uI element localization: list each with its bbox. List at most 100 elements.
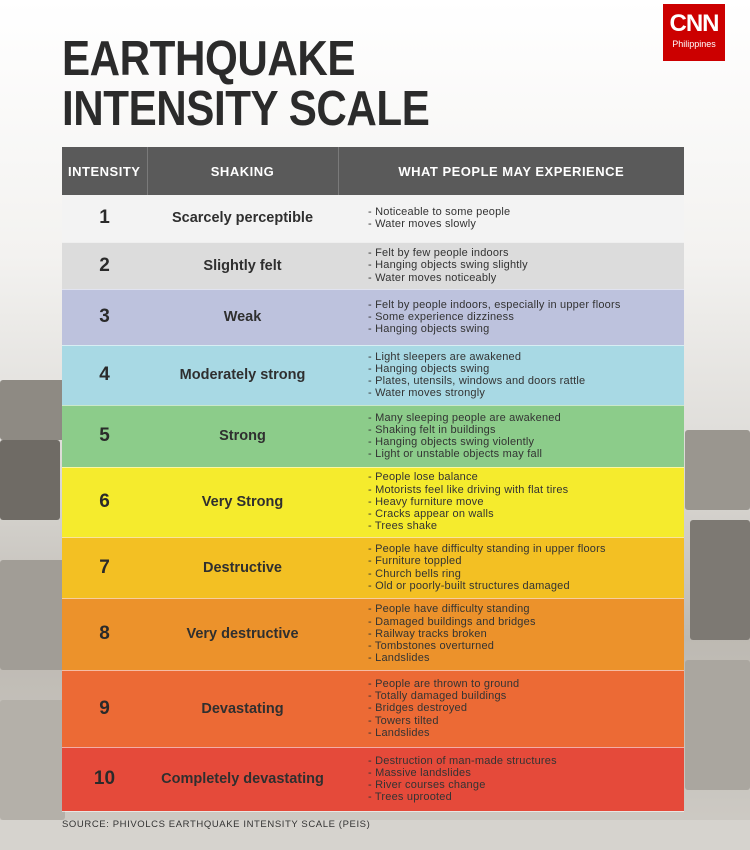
- experience-item: People lose balance: [368, 471, 683, 483]
- experience-item: Light or unstable objects may fall: [368, 448, 683, 460]
- experience-item: Cracks appear on walls: [368, 508, 683, 520]
- shaking-label: Very Strong: [147, 467, 338, 538]
- experience-list: Light sleepers are awakenedHanging objec…: [368, 351, 683, 400]
- experience-item: People have difficulty standing: [368, 603, 683, 615]
- intensity-level: 4: [62, 345, 147, 406]
- experience-item: Church bells ring: [368, 568, 683, 580]
- shaking-label: Scarcely perceptible: [147, 195, 338, 243]
- experience-item: Water moves noticeably: [368, 272, 683, 284]
- experience-cell: Felt by few people indoorsHanging object…: [338, 242, 684, 290]
- experience-item: Landslides: [368, 652, 683, 664]
- experience-item: Furniture toppled: [368, 555, 683, 567]
- experience-item: Hanging objects swing: [368, 363, 683, 375]
- experience-cell: People are thrown to groundTotally damag…: [338, 670, 684, 748]
- experience-item: Water moves strongly: [368, 387, 683, 399]
- experience-item: Water moves slowly: [368, 218, 683, 230]
- experience-list: People lose balanceMotorists feel like d…: [368, 471, 683, 532]
- experience-list: People have difficulty standingDamaged b…: [368, 603, 683, 664]
- table-header-row: INTENSITY SHAKING WHAT PEOPLE MAY EXPERI…: [62, 147, 684, 195]
- experience-item: Totally damaged buildings: [368, 690, 683, 702]
- intensity-table: INTENSITY SHAKING WHAT PEOPLE MAY EXPERI…: [62, 147, 684, 812]
- experience-cell: People lose balanceMotorists feel like d…: [338, 467, 684, 538]
- table-row: 9DevastatingPeople are thrown to groundT…: [62, 670, 684, 748]
- experience-list: People are thrown to groundTotally damag…: [368, 678, 683, 739]
- experience-item: River courses change: [368, 779, 683, 791]
- intensity-level: 7: [62, 537, 147, 599]
- cnn-philippines-logo: CNN Philippines: [663, 4, 725, 61]
- experience-item: Landslides: [368, 727, 683, 739]
- intensity-level: 1: [62, 195, 147, 243]
- shaking-label: Weak: [147, 289, 338, 346]
- header-intensity: INTENSITY: [62, 147, 147, 195]
- title-line-2: INTENSITY SCALE: [62, 82, 430, 136]
- experience-list: People have difficulty standing in upper…: [368, 543, 683, 592]
- intensity-level: 10: [62, 747, 147, 812]
- intensity-level: 2: [62, 242, 147, 290]
- experience-cell: People have difficulty standingDamaged b…: [338, 598, 684, 671]
- experience-item: Some experience dizziness: [368, 311, 683, 323]
- shaking-label: Destructive: [147, 537, 338, 599]
- experience-item: Hanging objects swing: [368, 323, 683, 335]
- experience-item: Towers tilted: [368, 715, 683, 727]
- experience-list: Destruction of man-made structuresMassiv…: [368, 755, 683, 804]
- experience-item: Tombstones overturned: [368, 640, 683, 652]
- experience-item: Bridges destroyed: [368, 702, 683, 714]
- experience-item: Felt by people indoors, especially in up…: [368, 299, 683, 311]
- experience-cell: Light sleepers are awakenedHanging objec…: [338, 345, 684, 406]
- source-note: SOURCE: PHIVOLCS EARTHQUAKE INTENSITY SC…: [62, 819, 371, 830]
- experience-item: Plates, utensils, windows and doors ratt…: [368, 375, 683, 387]
- experience-cell: Many sleeping people are awakenedShaking…: [338, 405, 684, 468]
- experience-item: Heavy furniture move: [368, 496, 683, 508]
- intensity-level: 9: [62, 670, 147, 748]
- experience-list: Noticeable to some peopleWater moves slo…: [368, 206, 683, 230]
- experience-cell: Noticeable to some peopleWater moves slo…: [338, 195, 684, 243]
- intensity-level: 8: [62, 598, 147, 671]
- experience-item: Light sleepers are awakened: [368, 351, 683, 363]
- intensity-level: 3: [62, 289, 147, 346]
- shaking-label: Very destructive: [147, 598, 338, 671]
- experience-item: Felt by few people indoors: [368, 247, 683, 259]
- experience-item: Trees uprooted: [368, 791, 683, 803]
- intensity-level: 6: [62, 467, 147, 538]
- experience-list: Felt by people indoors, especially in up…: [368, 299, 683, 336]
- experience-item: Shaking felt in buildings: [368, 424, 683, 436]
- experience-item: Hanging objects swing slightly: [368, 259, 683, 271]
- logo-brand: CNN: [669, 10, 720, 37]
- experience-cell: People have difficulty standing in upper…: [338, 537, 684, 599]
- header-experience: WHAT PEOPLE MAY EXPERIENCE: [337, 147, 684, 195]
- intensity-level: 5: [62, 405, 147, 468]
- title-line-1: EARTHQUAKE: [62, 32, 356, 86]
- experience-list: Many sleeping people are awakenedShaking…: [368, 412, 683, 461]
- shaking-label: Devastating: [147, 670, 338, 748]
- experience-item: People are thrown to ground: [368, 678, 683, 690]
- shaking-label: Completely devastating: [147, 747, 338, 812]
- experience-item: Railway tracks broken: [368, 628, 683, 640]
- shaking-label: Moderately strong: [147, 345, 338, 406]
- experience-list: Felt by few people indoorsHanging object…: [368, 247, 683, 284]
- experience-item: Motorists feel like driving with flat ti…: [368, 484, 683, 496]
- experience-item: Destruction of man-made structures: [368, 755, 683, 767]
- experience-item: Noticeable to some people: [368, 206, 683, 218]
- logo-region: Philippines: [672, 39, 716, 49]
- experience-item: People have difficulty standing in upper…: [368, 543, 683, 555]
- header-shaking: SHAKING: [146, 147, 338, 195]
- experience-item: Many sleeping people are awakened: [368, 412, 683, 424]
- experience-item: Hanging objects swing violently: [368, 436, 683, 448]
- experience-cell: Felt by people indoors, especially in up…: [338, 289, 684, 346]
- experience-item: Massive landslides: [368, 767, 683, 779]
- experience-item: Old or poorly-built structures damaged: [368, 580, 683, 592]
- page-title: EARTHQUAKE INTENSITY SCALE: [62, 32, 430, 136]
- experience-item: Damaged buildings and bridges: [368, 616, 683, 628]
- experience-item: Trees shake: [368, 520, 683, 532]
- shaking-label: Strong: [147, 405, 338, 468]
- experience-cell: Destruction of man-made structuresMassiv…: [338, 747, 684, 812]
